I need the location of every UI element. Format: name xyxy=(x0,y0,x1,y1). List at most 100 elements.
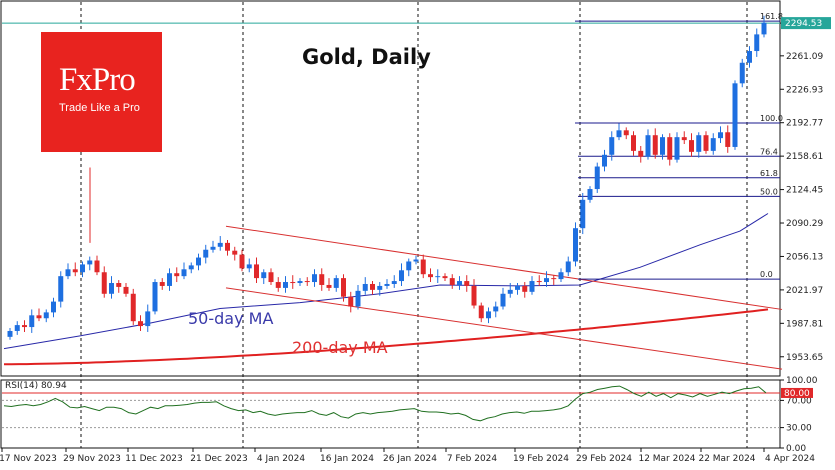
chart-title: Gold, Daily xyxy=(302,45,431,69)
candle-body xyxy=(290,282,296,284)
candle-body xyxy=(689,140,694,152)
date-tick-label: 17 Nov 2023 xyxy=(0,454,57,464)
candle-body xyxy=(80,264,85,273)
candle-body xyxy=(507,289,513,294)
candle-body xyxy=(761,22,767,35)
candle-body xyxy=(609,137,615,155)
candle-body xyxy=(145,311,151,327)
candle-body xyxy=(558,272,564,280)
fib-level-label: 61.8 xyxy=(760,169,778,178)
candle-body xyxy=(355,290,361,307)
price-tick-label: 2226.93 xyxy=(786,85,823,95)
date-tick-label: 11 Dec 2023 xyxy=(125,454,183,464)
candle-body xyxy=(232,250,238,255)
date-tick-label: 19 Feb 2024 xyxy=(513,454,569,464)
rsi-line xyxy=(3,385,767,422)
fib-level-label: 0.0 xyxy=(760,270,773,279)
rsi-label: RSI(14) 80.94 xyxy=(5,381,67,391)
candle-body xyxy=(181,269,187,277)
price-tick-label: 1953.65 xyxy=(786,353,823,363)
candle-body xyxy=(616,130,622,138)
candle-body xyxy=(312,274,317,283)
candle-body xyxy=(660,137,665,155)
candle-body xyxy=(333,278,339,288)
candle-body xyxy=(732,83,738,147)
candle-body xyxy=(551,278,557,280)
candle-body xyxy=(275,282,281,288)
candle-body xyxy=(420,259,426,275)
candle-body xyxy=(43,312,49,319)
channel-lower-line xyxy=(225,287,783,370)
ma200-label: 200-day MA xyxy=(292,338,388,357)
candle-body xyxy=(370,283,375,290)
candle-body xyxy=(645,135,651,157)
candle-body xyxy=(51,301,56,313)
candle-body xyxy=(587,189,593,200)
candle-body xyxy=(754,34,760,52)
candle-body xyxy=(674,137,680,160)
axes: 17 Nov 2023 29 Nov 2023 11 Dec 2023 21 Dec … xyxy=(0,17,831,464)
candle-body xyxy=(573,228,578,262)
candle-body xyxy=(515,285,520,290)
price-tick-label: 2021.97 xyxy=(786,286,823,296)
price-tick-label: 2261.09 xyxy=(786,52,823,62)
channel-upper-line xyxy=(225,225,783,310)
price-tick-label: 2192.77 xyxy=(786,119,823,129)
date-tick-label: 29 Nov 2023 xyxy=(63,454,121,464)
candle-body xyxy=(239,254,245,269)
current-price-label: 2294.53 xyxy=(785,19,822,29)
candle-body xyxy=(718,132,723,139)
candle-body xyxy=(152,282,158,312)
current-price-badge xyxy=(781,17,831,30)
candle-body xyxy=(7,330,13,337)
candle-body xyxy=(22,325,27,328)
ma200-line xyxy=(3,308,769,366)
candle-body xyxy=(14,325,20,331)
candle-body xyxy=(268,272,274,283)
rsi-tick-label: 100.00 xyxy=(786,376,818,386)
candle-body xyxy=(638,150,644,157)
fib-level-label: 50.0 xyxy=(760,187,778,196)
candle-body xyxy=(116,283,122,287)
price-tick-label: 2158.61 xyxy=(786,152,823,162)
candle-body xyxy=(565,261,571,273)
candlesticks xyxy=(7,15,767,340)
candle-body xyxy=(319,274,325,285)
candle-body xyxy=(391,281,397,284)
candle-body xyxy=(58,276,64,302)
candle-body xyxy=(261,272,267,279)
fib-level-label: 100.0 xyxy=(760,114,783,123)
rsi-tick-label: 70.00 xyxy=(786,396,812,406)
candle-body xyxy=(109,283,114,294)
candle-body xyxy=(500,293,506,307)
rsi-panel: 100.00 70.00 30.00 0.00 80.00 xyxy=(2,376,818,454)
fib-level-label: 161.8 xyxy=(760,12,783,21)
fxpro-logo: FxPro Trade Like a Pro xyxy=(41,32,162,152)
candle-body xyxy=(130,293,136,322)
candle-body xyxy=(631,135,636,151)
candle-body xyxy=(304,281,310,283)
candle-body xyxy=(174,273,180,277)
candle-body xyxy=(681,137,687,141)
price-tick-label: 2124.45 xyxy=(786,186,823,196)
candle-body xyxy=(725,132,731,147)
candle-body xyxy=(297,281,303,284)
price-tick-label: 2090.29 xyxy=(786,219,823,229)
candle-body xyxy=(580,199,586,229)
candle-body xyxy=(29,315,35,328)
candle-body xyxy=(457,281,462,285)
date-tick-label: 21 Dec 2023 xyxy=(190,454,248,464)
candle-body xyxy=(739,62,745,84)
fib-level-label: 76.4 xyxy=(760,147,778,156)
candle-body xyxy=(594,166,600,190)
ma50-label: 50-day MA xyxy=(188,309,273,328)
candle-body xyxy=(159,282,165,286)
candle-body xyxy=(123,286,129,294)
rsi-tick-label: 0.00 xyxy=(786,444,806,454)
candle-body xyxy=(406,261,412,271)
candle-body xyxy=(362,283,368,291)
candle-body xyxy=(94,260,100,273)
candle-body xyxy=(536,281,542,283)
price-panel-frame xyxy=(0,0,781,377)
candle-body xyxy=(203,249,209,258)
